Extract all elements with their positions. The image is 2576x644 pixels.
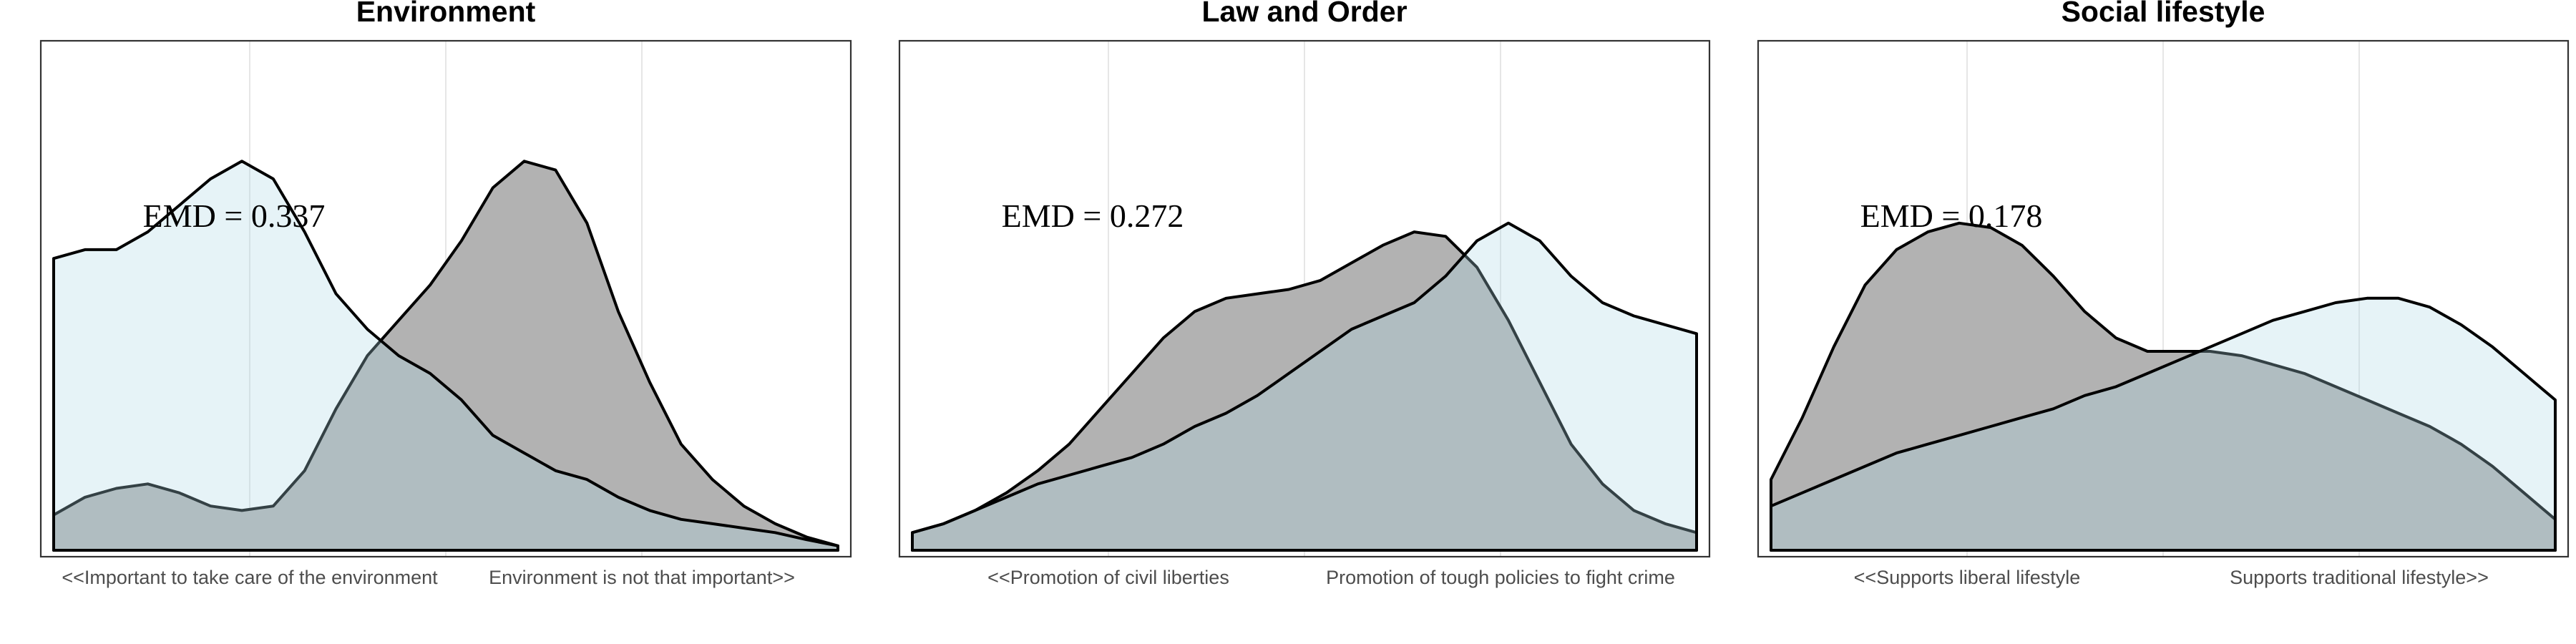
x-tick-label: Promotion of tough policies to fight cri… bbox=[1326, 567, 1675, 588]
panel-3: Social lifestyle EMD = 0.178 <<Supports li… bbox=[1758, 0, 2568, 588]
panel-title: Environment bbox=[356, 0, 536, 28]
x-tick-label: <<Promotion of civil liberties bbox=[987, 567, 1229, 588]
x-tick-label: Supports traditional lifestyle>> bbox=[2230, 567, 2489, 588]
panel-1: Environment EMD = 0.337 <<Important to tak… bbox=[41, 0, 851, 588]
panel-2: Law and Order EMD = 0.272 <<Promotion of c… bbox=[899, 0, 1709, 588]
emd-annotation: EMD = 0.337 bbox=[143, 197, 326, 234]
panel-title: Law and Order bbox=[1201, 0, 1407, 28]
panel-title: Social lifestyle bbox=[2062, 0, 2265, 28]
emd-annotation: EMD = 0.272 bbox=[1002, 197, 1184, 234]
x-tick-label: Environment is not that important>> bbox=[489, 567, 795, 588]
emd-annotation: EMD = 0.178 bbox=[1860, 197, 2043, 234]
x-tick-label: <<Important to take care of the environm… bbox=[62, 567, 438, 588]
x-tick-label: <<Supports liberal lifestyle bbox=[1854, 567, 2081, 588]
